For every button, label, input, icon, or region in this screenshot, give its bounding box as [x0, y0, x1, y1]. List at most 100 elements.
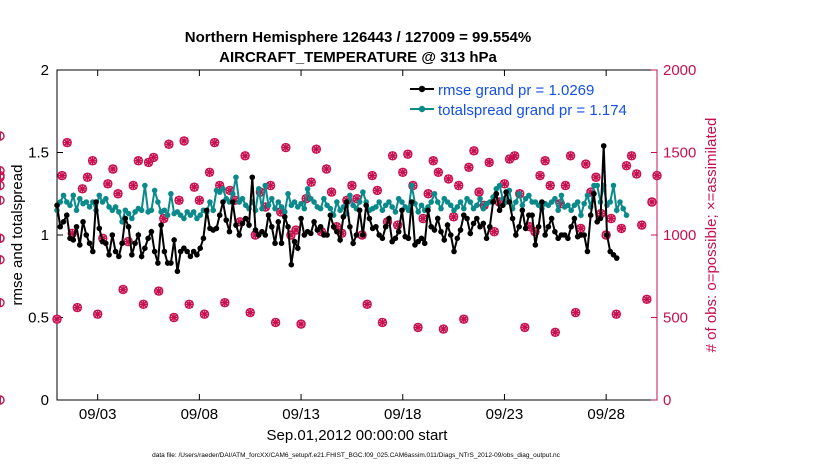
obs-count-point — [560, 180, 571, 191]
series-point-rmse — [418, 235, 425, 242]
obs-count-point — [0, 195, 5, 206]
obs-count-point — [413, 322, 423, 333]
series-point-rmse — [109, 232, 116, 238]
series-point-rmse — [392, 235, 399, 242]
obs-count-point — [0, 170, 5, 181]
series-point-rmse — [516, 223, 522, 230]
series-point-rmse — [89, 248, 96, 255]
series-point-rmse — [295, 245, 301, 251]
y-right-tick-label: 1000 — [663, 227, 696, 244]
series-point-totalspread — [265, 202, 272, 209]
series-point-rmse — [187, 253, 194, 260]
series-point-rmse — [262, 232, 269, 238]
y-left-tick-label: 1 — [41, 227, 49, 244]
series-point-rmse — [425, 207, 431, 214]
y-right-tick-label: 2000 — [663, 62, 696, 79]
series-point-totalspread — [262, 182, 269, 189]
obs-count-point — [118, 284, 128, 295]
obs-count-point — [87, 156, 98, 166]
y-right-tick-label: 1500 — [663, 145, 696, 162]
series-point-totalspread — [327, 205, 334, 212]
obs-count-point — [606, 213, 616, 224]
series-point-rmse — [197, 245, 203, 251]
obs-count-point — [453, 180, 464, 191]
obs-count-point — [0, 180, 5, 191]
obs-count-point — [184, 299, 194, 309]
series-point-totalspread — [220, 186, 226, 192]
series-point-totalspread — [473, 202, 480, 209]
series-point-totalspread — [581, 200, 587, 207]
series-point-rmse — [513, 232, 519, 238]
series-point-rmse — [119, 240, 125, 247]
series-point-rmse — [395, 228, 402, 235]
series-point-totalspread — [96, 192, 103, 199]
series-point-rmse — [327, 212, 334, 218]
series-point-rmse — [464, 215, 470, 222]
obs-count-point — [433, 167, 444, 178]
obs-count-point — [616, 223, 627, 234]
series-point-rmse — [548, 215, 555, 222]
obs-count-point — [108, 164, 118, 174]
obs-count-point — [621, 160, 632, 171]
series-point-totalspread — [526, 192, 532, 199]
series-point-rmse — [281, 214, 288, 220]
x-tick-label: 09/23 — [486, 406, 524, 423]
series-point-totalspread — [607, 199, 614, 205]
series-point-rmse — [236, 232, 243, 238]
series-point-totalspread — [578, 212, 584, 218]
series-point-rmse — [467, 230, 474, 237]
obs-count-point — [509, 151, 520, 161]
series-point-rmse — [451, 248, 457, 255]
series-point-rmse — [226, 228, 233, 235]
series-point-rmse — [379, 235, 386, 242]
series-point-rmse — [324, 232, 330, 238]
obs-count-point — [164, 139, 174, 149]
series-point-totalspread — [454, 204, 461, 210]
series-point-totalspread — [155, 199, 161, 205]
series-point-totalspread — [376, 199, 382, 205]
y-axis-right-ticks: 0 500 1000 1500 2000 — [651, 62, 696, 409]
series-point-totalspread — [477, 195, 483, 202]
obs-count-point — [72, 302, 83, 313]
x-tick-label: 09/08 — [181, 406, 219, 423]
series-point-rmse — [54, 202, 60, 209]
series-point-rmse — [571, 215, 578, 222]
series-point-rmse — [382, 223, 389, 230]
series-point-rmse — [135, 232, 142, 238]
series-point-rmse — [158, 222, 164, 228]
obs-count-point — [82, 172, 93, 182]
series-point-rmse — [161, 248, 168, 255]
series-point-totalspread — [594, 182, 601, 189]
series-point-rmse — [490, 199, 496, 205]
chart-title-line2: AIRCRAFT_TEMPERATURE @ 313 hPa — [219, 49, 497, 66]
obs-count-point — [428, 156, 438, 166]
series-point-rmse — [285, 223, 291, 230]
obs-count-point — [326, 187, 337, 197]
legend-rmse-text: rmse grand pr = 1.0269 — [438, 82, 594, 99]
series-point-rmse — [604, 232, 610, 238]
series-point-totalspread — [233, 174, 239, 181]
legend-rmse-marker — [418, 85, 426, 93]
series-point-rmse — [249, 174, 256, 181]
series-point-rmse — [73, 223, 80, 230]
series-point-totalspread — [568, 207, 574, 214]
series-point-totalspread — [125, 210, 132, 217]
series-point-totalspread — [496, 182, 503, 189]
obs-count-point — [484, 157, 494, 168]
series-point-totalspread — [298, 200, 304, 207]
series-point-totalspread — [83, 199, 90, 205]
series-point-rmse — [470, 220, 477, 227]
series-point-totalspread — [275, 199, 282, 205]
series-point-totalspread — [181, 215, 187, 222]
obs-count-point — [576, 223, 586, 234]
series-point-rmse — [454, 235, 461, 242]
obs-count-point — [489, 226, 499, 237]
obs-count-point — [220, 297, 230, 308]
obs-count-point — [281, 142, 291, 153]
obs-count-point — [520, 322, 530, 333]
series-point-totalspread — [373, 204, 379, 210]
series-point-totalspread — [190, 209, 197, 215]
series-point-rmse — [246, 222, 252, 228]
series-point-totalspread — [317, 205, 324, 212]
series-lines — [54, 143, 630, 275]
